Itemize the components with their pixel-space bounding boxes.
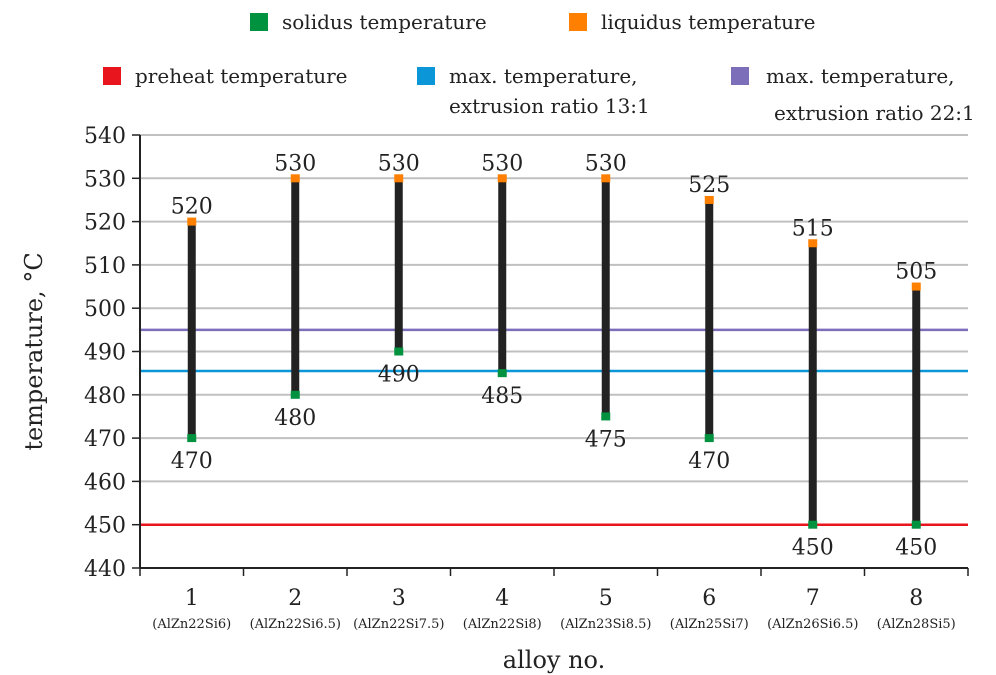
solidus-value-label: 490: [378, 363, 420, 388]
liquidus-value-label: 525: [688, 173, 730, 198]
liquidus-value-label: 530: [481, 151, 523, 176]
range-bars: [187, 174, 921, 529]
legend-swatch-solidus: [250, 13, 268, 31]
x-tick-label: 5: [599, 586, 613, 611]
y-axis-title: temperature, °C: [20, 252, 48, 450]
range-bar: [187, 221, 196, 439]
liquidus-marker: [290, 174, 300, 183]
x-tick-sublabel: (AlZn22Si6): [152, 617, 231, 632]
y-tick-label: 460: [84, 470, 126, 495]
legend-swatch-max-22-1: [731, 67, 749, 85]
range-bar: [705, 199, 714, 439]
solidus-value-label: 470: [171, 449, 213, 474]
liquidus-marker: [704, 195, 714, 204]
liquidus-marker: [601, 174, 611, 183]
legend: solidus temperature liquidus temperature p…: [103, 10, 975, 125]
y-tick-label: 470: [84, 427, 126, 452]
reference-lines: [140, 328, 968, 526]
x-tick-label: 2: [288, 586, 302, 611]
liquidus-marker: [497, 174, 507, 183]
solidus-value-label: 485: [481, 384, 523, 409]
y-tick-label: 480: [84, 384, 126, 409]
x-tick-label: 7: [806, 586, 820, 611]
range-bar: [394, 178, 403, 352]
x-tick-label: 8: [909, 586, 923, 611]
solidus-value-label: 450: [895, 536, 937, 561]
x-tick-sublabel: (AlZn28Si5): [877, 617, 956, 632]
solidus-marker: [497, 369, 507, 378]
liquidus-value-label: 505: [895, 260, 937, 285]
liquidus-marker: [808, 239, 818, 248]
legend-swatch-max-13-1: [417, 67, 435, 85]
grid: [140, 134, 968, 526]
range-bar: [601, 178, 610, 417]
axes: 440 450 460 470 480 490 500 510 520 530 540 1 (AlZn2…: [20, 124, 969, 674]
x-tick-sublabel: (AlZn26Si6.5): [767, 617, 858, 632]
x-tick-label: 4: [495, 586, 509, 611]
value-labels: 520 470 530 480 530 490 530 485 530 475 525 470 515 4…: [171, 151, 938, 560]
solidus-value-label: 470: [688, 449, 730, 474]
x-tick-sublabel: (AlZn22Si6.5): [250, 617, 341, 632]
solidus-marker: [290, 390, 300, 399]
range-bar: [498, 178, 507, 374]
solidus-value-label: 480: [274, 406, 316, 431]
x-tick-label: 6: [702, 586, 716, 611]
solidus-marker: [187, 434, 197, 443]
y-tick-label: 540: [84, 124, 126, 149]
legend-label-max-13-1: extrusion ratio 13:1: [449, 94, 650, 118]
legend-swatch-liquidus: [569, 13, 587, 31]
x-tick-label: 3: [392, 586, 406, 611]
y-tick-label: 510: [84, 254, 126, 279]
y-tick-label: 490: [84, 341, 126, 366]
range-bar: [912, 286, 921, 525]
y-tick-label: 530: [84, 167, 126, 192]
legend-label-solidus: solidus temperature: [282, 10, 487, 34]
solidus-marker: [704, 434, 714, 443]
x-tick-sublabel: (AlZn23Si8.5): [560, 617, 651, 632]
solidus-marker: [911, 520, 921, 529]
solidus-value-label: 475: [585, 427, 627, 452]
legend-swatch-preheat: [103, 67, 121, 85]
solidus-value-label: 450: [792, 536, 834, 561]
legend-label-max-22-1: extrusion ratio 22:1: [774, 101, 975, 125]
x-tick-label: 1: [185, 586, 199, 611]
liquidus-value-label: 530: [585, 151, 627, 176]
liquidus-marker: [394, 174, 404, 183]
solidus-marker: [394, 347, 404, 356]
legend-label-liquidus: liquidus temperature: [601, 10, 815, 34]
y-tick-label: 500: [84, 297, 126, 322]
x-tick-sublabel: (AlZn22Si7.5): [353, 617, 444, 632]
liquidus-value-label: 530: [378, 151, 420, 176]
y-tick-label: 440: [84, 557, 126, 582]
range-bar: [808, 243, 817, 525]
liquidus-value-label: 520: [171, 195, 213, 220]
solidus-marker: [808, 520, 818, 529]
y-tick-label: 450: [84, 514, 126, 539]
range-bar: [291, 178, 300, 395]
y-tick-label: 520: [84, 211, 126, 236]
x-axis-title: alloy no.: [503, 646, 605, 674]
liquidus-marker: [187, 217, 197, 226]
x-tick-sublabel: (AlZn22Si8): [463, 617, 542, 632]
solidus-marker: [601, 412, 611, 421]
liquidus-marker: [911, 282, 921, 291]
legend-label-max-13-1: max. temperature,: [449, 64, 638, 88]
legend-label-preheat: preheat temperature: [135, 64, 348, 88]
x-tick-sublabel: (AlZn25Si7): [670, 617, 749, 632]
liquidus-value-label: 530: [274, 151, 316, 176]
legend-label-max-22-1: max. temperature,: [766, 64, 955, 88]
liquidus-value-label: 515: [792, 216, 834, 241]
